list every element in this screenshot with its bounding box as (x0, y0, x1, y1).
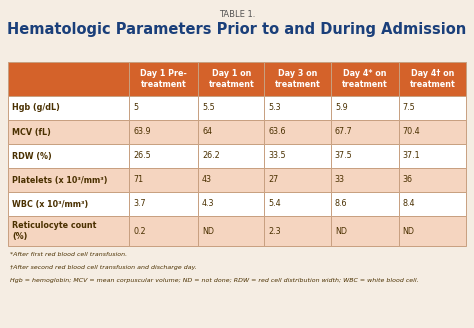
Bar (264, 216, 331, 246)
Bar (129, 144, 198, 168)
Bar (399, 192, 466, 216)
Text: 8.4: 8.4 (403, 199, 415, 209)
Text: Day 4† on
treatment: Day 4† on treatment (410, 69, 455, 89)
Bar (198, 120, 264, 144)
Text: 2.3: 2.3 (268, 227, 281, 236)
Text: Hgb = hemoglobin; MCV = mean corpuscular volume; ND = not done; RDW = red cell d: Hgb = hemoglobin; MCV = mean corpuscular… (10, 278, 419, 283)
Text: 0.2: 0.2 (133, 227, 146, 236)
Bar (8, 192, 129, 216)
Bar (399, 120, 466, 144)
Bar (198, 96, 264, 120)
Bar (264, 144, 331, 168)
Text: †After second red blood cell transfusion and discharge day.: †After second red blood cell transfusion… (10, 265, 197, 270)
Bar (264, 168, 331, 192)
Text: 5.3: 5.3 (268, 104, 281, 113)
Text: TABLE 1.: TABLE 1. (219, 10, 255, 19)
Text: 63.9: 63.9 (133, 128, 151, 136)
Text: 33: 33 (335, 175, 345, 184)
Text: 4.3: 4.3 (202, 199, 215, 209)
Bar (331, 120, 399, 144)
Bar (399, 144, 466, 168)
Text: 3.7: 3.7 (133, 199, 146, 209)
Bar (129, 192, 198, 216)
Bar (129, 96, 198, 120)
Text: 26.5: 26.5 (133, 152, 151, 160)
Bar (8, 168, 129, 192)
Text: 37.5: 37.5 (335, 152, 353, 160)
Text: Platelets (x 10³/mm³): Platelets (x 10³/mm³) (12, 175, 108, 184)
Bar (8, 120, 129, 144)
Text: Hgb (g/dL): Hgb (g/dL) (12, 104, 60, 113)
Bar (399, 216, 466, 246)
Text: 71: 71 (133, 175, 144, 184)
Text: Day 1 on
treatment: Day 1 on treatment (209, 69, 254, 89)
Bar (264, 62, 331, 96)
Bar (399, 168, 466, 192)
Bar (331, 62, 399, 96)
Bar (331, 96, 399, 120)
Bar (264, 192, 331, 216)
Bar (198, 192, 264, 216)
Text: ND: ND (202, 227, 214, 236)
Text: Reticulocyte count
(%): Reticulocyte count (%) (12, 221, 96, 241)
Bar (129, 62, 198, 96)
Text: ND: ND (403, 227, 415, 236)
Bar (331, 144, 399, 168)
Text: Day 4* on
treatment: Day 4* on treatment (342, 69, 388, 89)
Bar (129, 216, 198, 246)
Bar (264, 96, 331, 120)
Text: 27: 27 (268, 175, 279, 184)
Text: 26.2: 26.2 (202, 152, 220, 160)
Text: 70.4: 70.4 (403, 128, 420, 136)
Bar (129, 168, 198, 192)
Bar (129, 120, 198, 144)
Text: ND: ND (335, 227, 347, 236)
Bar (198, 62, 264, 96)
Bar (198, 144, 264, 168)
Bar (198, 168, 264, 192)
Text: Hematologic Parameters Prior to and During Admission: Hematologic Parameters Prior to and Duri… (8, 22, 466, 37)
Bar (198, 216, 264, 246)
Bar (8, 96, 129, 120)
Text: 37.1: 37.1 (403, 152, 420, 160)
Bar (8, 144, 129, 168)
Text: 5: 5 (133, 104, 138, 113)
Text: WBC (x 10³/mm³): WBC (x 10³/mm³) (12, 199, 88, 209)
Text: 33.5: 33.5 (268, 152, 286, 160)
Text: Day 3 on
treatment: Day 3 on treatment (275, 69, 320, 89)
Text: RDW (%): RDW (%) (12, 152, 52, 160)
Text: *After first red blood cell transfusion.: *After first red blood cell transfusion. (10, 252, 127, 257)
Text: Day 1 Pre-
treatment: Day 1 Pre- treatment (140, 69, 187, 89)
Text: 5.4: 5.4 (268, 199, 281, 209)
Text: 7.5: 7.5 (403, 104, 415, 113)
Text: MCV (fL): MCV (fL) (12, 128, 51, 136)
Text: 43: 43 (202, 175, 212, 184)
Bar (8, 216, 129, 246)
Bar (399, 96, 466, 120)
Bar (331, 216, 399, 246)
Bar (331, 192, 399, 216)
Text: 5.9: 5.9 (335, 104, 347, 113)
Bar (8, 62, 129, 96)
Text: 63.6: 63.6 (268, 128, 286, 136)
Text: 67.7: 67.7 (335, 128, 353, 136)
Text: 5.5: 5.5 (202, 104, 215, 113)
Text: 36: 36 (403, 175, 413, 184)
Bar (331, 168, 399, 192)
Text: 64: 64 (202, 128, 212, 136)
Text: 8.6: 8.6 (335, 199, 347, 209)
Bar (264, 120, 331, 144)
Bar (399, 62, 466, 96)
